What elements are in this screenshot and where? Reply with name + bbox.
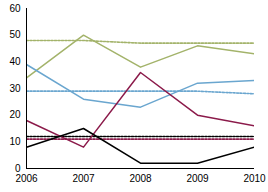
svg-text:60: 60: [9, 3, 21, 14]
svg-text:20: 20: [9, 109, 21, 120]
svg-text:50: 50: [9, 29, 21, 40]
svg-text:30: 30: [9, 83, 21, 94]
svg-text:2009: 2009: [186, 173, 209, 184]
svg-text:0: 0: [14, 162, 21, 174]
svg-text:40: 40: [9, 56, 21, 67]
svg-text:2006: 2006: [15, 173, 38, 184]
svg-text:2007: 2007: [72, 173, 95, 184]
svg-text:10: 10: [9, 136, 21, 147]
svg-text:2008: 2008: [129, 173, 152, 184]
svg-text:2010: 2010: [243, 173, 266, 184]
